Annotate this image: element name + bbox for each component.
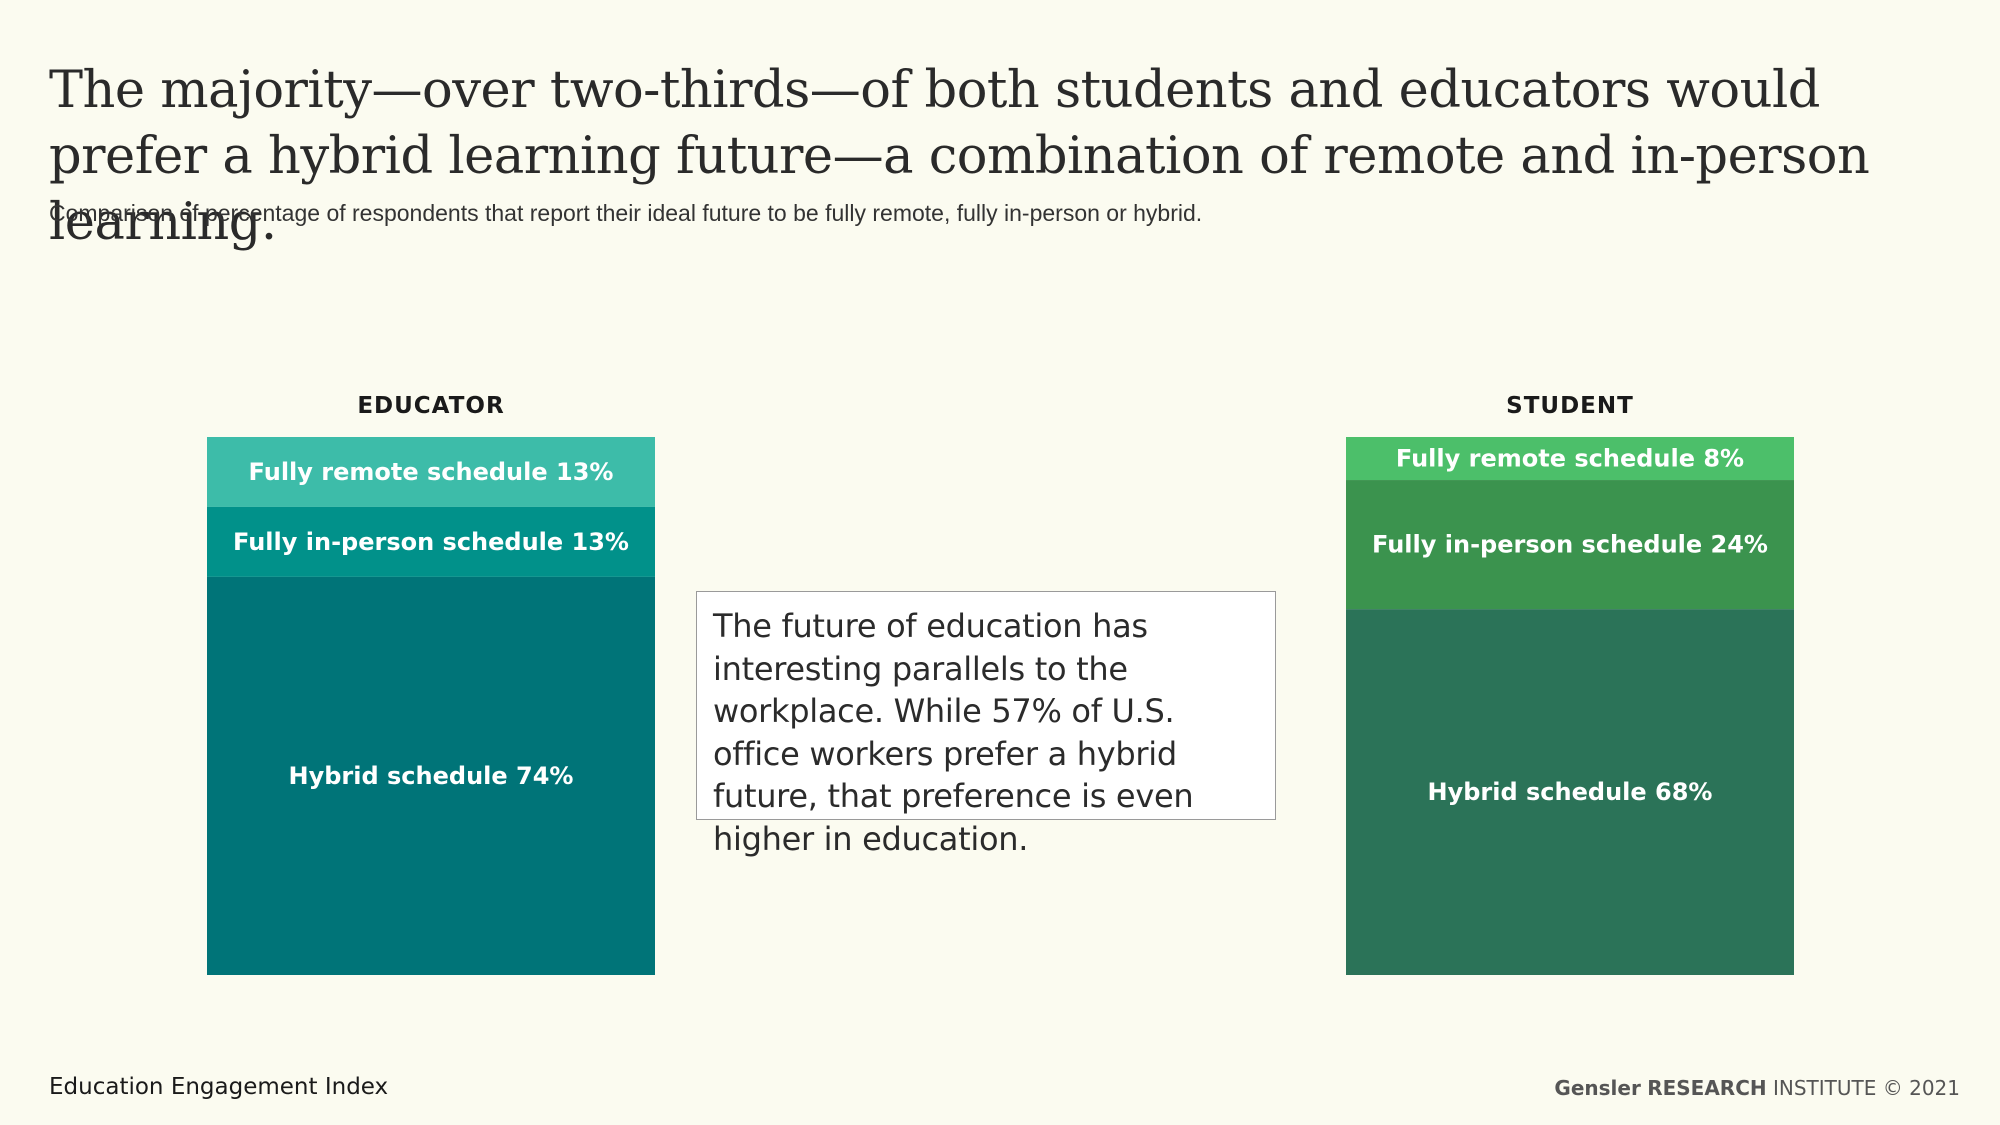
brand-name: Gensler [1554, 1076, 1641, 1100]
footer-brand: Gensler RESEARCH INSTITUTE © 2021 [1554, 1076, 1960, 1100]
footer-source: Education Engagement Index [49, 1074, 389, 1100]
educator-bar-fully-remote-schedule [207, 437, 655, 507]
student-label-fully-in-person-schedule: Fully in-person schedule 24% [1372, 531, 1768, 559]
educator-label-fully-in-person-schedule: Fully in-person schedule 13% [233, 528, 629, 556]
student-bar-fully-in-person-schedule [1346, 480, 1794, 610]
educator-bar-hybrid-schedule [207, 576, 655, 975]
brand-research: RESEARCH [1647, 1076, 1767, 1100]
student-label-hybrid-schedule: Hybrid schedule 68% [1428, 778, 1713, 806]
brand-institute: INSTITUTE [1772, 1076, 1877, 1100]
student-bar-hybrid-schedule [1346, 609, 1794, 975]
subtitle: Comparison of percentage of respondents … [49, 200, 1203, 226]
student-label-fully-remote-schedule: Fully remote schedule 8% [1396, 445, 1744, 473]
student-column-title: STUDENT [1506, 393, 1634, 419]
educator-label-hybrid-schedule: Hybrid schedule 74% [289, 762, 574, 790]
copyright: © 2021 [1882, 1076, 1960, 1100]
educator-bar-fully-in-person-schedule [207, 506, 655, 577]
headline: The majority—over two-thirds—of both stu… [49, 61, 1870, 252]
callout-box: The future of education has interesting … [696, 591, 1276, 858]
educator-column-title: EDUCATOR [357, 393, 504, 419]
student-bar-fully-remote-schedule [1346, 437, 1794, 481]
educator-label-fully-remote-schedule: Fully remote schedule 13% [249, 458, 614, 486]
